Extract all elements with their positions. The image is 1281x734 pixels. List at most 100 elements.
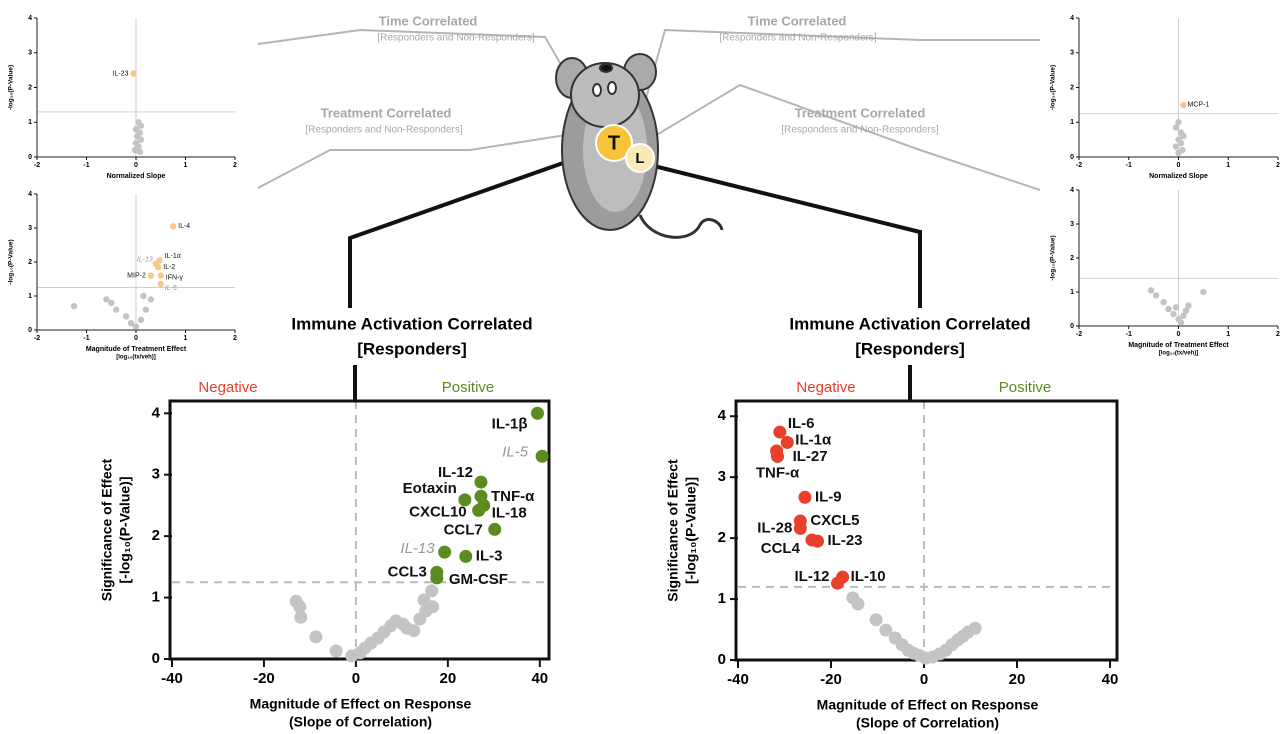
y-tick-label: 1 <box>1070 119 1074 126</box>
data-point <box>157 257 163 263</box>
x-tick-label: 40 <box>1102 671 1119 688</box>
x-tick-label: 2 <box>233 335 237 342</box>
data-point <box>113 306 119 312</box>
y-tick-label: 3 <box>152 466 160 483</box>
data-point <box>1173 304 1179 310</box>
point-label: TNF-α <box>756 464 800 481</box>
data-point <box>771 450 784 463</box>
data-point <box>170 223 176 229</box>
y-axis-label: -log₁₀(P-Value) <box>1050 235 1057 280</box>
x-tick-label: -40 <box>161 670 183 687</box>
x-axis-label: Magnitude of Effect on Response <box>250 696 472 712</box>
x-tick-label: -40 <box>727 671 749 688</box>
label-subtitle: [Responders and Non-Responders] <box>305 125 463 136</box>
data-point <box>531 407 544 420</box>
x-axis-label: (Slope of Correlation) <box>289 714 432 730</box>
positive-label: Positive <box>999 379 1052 396</box>
x-tick-label: -2 <box>34 162 40 169</box>
point-label: IL-1α <box>795 431 832 448</box>
y-axis-label: Significance of Effect <box>665 459 681 602</box>
data-point <box>71 303 77 309</box>
tumor-label: T <box>608 132 620 154</box>
page: {"labels": { "time_left": {"title": "Tim… <box>0 0 1281 734</box>
y-tick-label: 4 <box>28 191 32 198</box>
y-tick-label: 4 <box>1070 187 1074 194</box>
nose <box>600 64 612 72</box>
data-point <box>426 600 439 613</box>
label-subtitle: [Responders and Non-Responders] <box>377 33 535 44</box>
point-label: IFN-γ <box>166 274 184 281</box>
point-label: IL-4 <box>178 223 190 230</box>
label-title: Treatment Correlated <box>321 105 452 120</box>
data-point <box>870 613 883 626</box>
data-point <box>536 450 549 463</box>
eye <box>608 82 616 94</box>
point-label: CXCL5 <box>810 512 859 529</box>
data-point <box>1160 299 1166 305</box>
data-point <box>407 624 420 637</box>
y-tick-label: 1 <box>1070 289 1074 296</box>
y-tick-label: 2 <box>1070 255 1074 262</box>
y-tick-label: 0 <box>1070 323 1074 330</box>
point-label: CXCL10 <box>409 503 467 520</box>
x-tick-label: -2 <box>1076 162 1082 169</box>
point-label: IL-5 <box>502 443 529 460</box>
label-title: Time Correlated <box>379 13 478 28</box>
data-point <box>969 622 982 635</box>
data-point <box>488 523 501 536</box>
y-tick-label: 1 <box>718 590 726 607</box>
x-tick-label: 1 <box>1226 162 1230 169</box>
y-tick-label: 1 <box>28 119 32 126</box>
x-tick-label: 2 <box>233 162 237 169</box>
data-point <box>438 546 451 559</box>
data-point <box>1153 292 1159 298</box>
data-point <box>108 300 114 306</box>
data-point <box>1180 102 1186 108</box>
point-label: IL-13 <box>137 257 153 264</box>
label-subtitle: [Responders and Non-Responders] <box>719 33 877 44</box>
data-point <box>798 491 811 504</box>
x-tick-label: -20 <box>820 671 842 688</box>
x-tick-label: 2 <box>1276 162 1280 169</box>
x-tick-label: 20 <box>1009 671 1026 688</box>
data-point <box>1175 150 1181 156</box>
point-label: CCL4 <box>761 540 801 557</box>
y-tick-label: 4 <box>1070 15 1074 22</box>
x-tick-label: -1 <box>83 335 89 342</box>
point-label: TNF-α <box>491 488 535 505</box>
label-subtitle: [Responders and Non-Responders] <box>781 125 939 136</box>
x-tick-label: 0 <box>1177 162 1181 169</box>
data-point <box>1183 308 1189 314</box>
figure: Time Correlated [Responders and Non-Resp… <box>0 0 1281 734</box>
connector <box>648 85 1040 190</box>
point-label: IL-2 <box>163 264 175 271</box>
eye <box>593 84 601 96</box>
data-point <box>294 611 307 624</box>
point-label: IL-10 <box>851 568 886 585</box>
data-point <box>123 313 129 319</box>
data-point <box>1173 143 1179 149</box>
label-title: Treatment Correlated <box>795 105 926 120</box>
point-label: CCL3 <box>388 563 427 580</box>
y-tick-label: 0 <box>718 651 726 668</box>
point-label: IL-1β <box>492 415 528 432</box>
x-tick-label: 1 <box>184 162 188 169</box>
point-label: IL-12 <box>795 568 830 585</box>
point-label: IL-23 <box>828 532 863 549</box>
data-point <box>836 571 849 584</box>
x-tick-label: 0 <box>1177 331 1181 338</box>
data-point <box>330 645 343 658</box>
y-tick-label: 3 <box>28 225 32 232</box>
data-point <box>1178 319 1184 325</box>
y-tick-label: 3 <box>718 468 726 485</box>
x-tick-label: 1 <box>1226 331 1230 338</box>
lymph-label: L <box>635 150 644 167</box>
y-tick-label: 0 <box>28 327 32 334</box>
y-tick-label: 0 <box>152 650 160 667</box>
data-point <box>1173 124 1179 130</box>
x-axis-label: Magnitude of Treatment Effect <box>86 346 187 353</box>
x-tick-label: 0 <box>352 670 360 687</box>
x-axis-label: Normalized Slope <box>107 173 166 180</box>
negative-label: Negative <box>796 379 855 396</box>
data-point <box>133 323 139 329</box>
